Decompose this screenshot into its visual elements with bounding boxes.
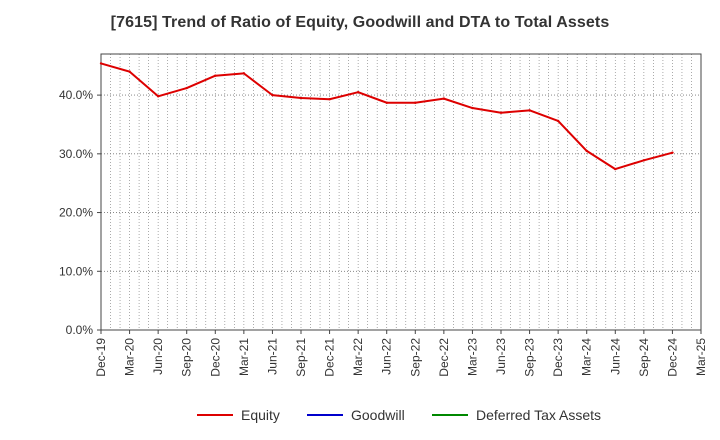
x-tick-label: Jun-21: [265, 338, 279, 375]
data-point: [614, 167, 617, 171]
data-point: [356, 90, 360, 94]
data-point: [128, 70, 131, 73]
y-tick-label: 0.0%: [66, 323, 94, 337]
x-tick-label: Dec-22: [437, 338, 451, 377]
legend-label: Equity: [241, 407, 280, 423]
x-tick-label: Dec-21: [323, 338, 337, 377]
x-tick-label: Mar-22: [351, 338, 365, 376]
x-tick-label: Sep-24: [637, 338, 651, 377]
data-point: [385, 101, 388, 104]
data-point: [499, 111, 503, 114]
data-point: [214, 74, 217, 77]
data-point: [242, 72, 246, 75]
data-point: [328, 98, 331, 101]
data-point: [271, 93, 274, 97]
x-tick-label: Sep-23: [523, 338, 537, 377]
data-point: [299, 96, 303, 100]
data-point: [156, 95, 160, 98]
x-tick-label: Mar-24: [580, 338, 594, 376]
x-tick-label: Mar-23: [465, 338, 479, 376]
x-tick-label: Mar-25: [694, 338, 708, 376]
legend-label: Deferred Tax Assets: [476, 407, 601, 423]
data-point: [671, 151, 674, 154]
y-tick-label: 30.0%: [59, 147, 93, 161]
data-point: [99, 62, 103, 65]
x-tick-label: Sep-22: [408, 338, 422, 377]
x-tick-label: Jun-23: [494, 338, 508, 375]
x-tick-label: Dec-23: [551, 338, 565, 377]
x-tick-label: Jun-20: [151, 338, 165, 375]
x-tick-label: Sep-20: [180, 338, 194, 377]
chart-title: [7615] Trend of Ratio of Equity, Goodwil…: [110, 14, 610, 31]
x-tick-label: Dec-24: [665, 338, 679, 377]
x-tick-label: Jun-22: [380, 338, 394, 375]
y-tick-label: 10.0%: [59, 264, 93, 278]
x-tick-label: Jun-24: [608, 338, 622, 375]
data-point: [556, 119, 560, 123]
data-point: [471, 106, 474, 110]
data-point: [528, 109, 531, 112]
plot-frame: [100, 53, 702, 331]
x-tick-label: Mar-21: [237, 338, 251, 376]
data-point: [442, 97, 446, 100]
y-tick-label: 20.0%: [59, 206, 93, 220]
data-point: [585, 149, 588, 153]
x-tick-label: Dec-19: [94, 338, 108, 377]
x-tick-label: Dec-20: [208, 338, 222, 377]
data-point: [185, 86, 188, 90]
legend-label: Goodwill: [351, 407, 405, 423]
x-tick-label: Sep-21: [294, 338, 308, 377]
y-tick-label: 40.0%: [59, 88, 93, 102]
data-point: [414, 101, 417, 104]
x-tick-label: Mar-20: [123, 338, 137, 376]
data-point: [642, 159, 646, 162]
